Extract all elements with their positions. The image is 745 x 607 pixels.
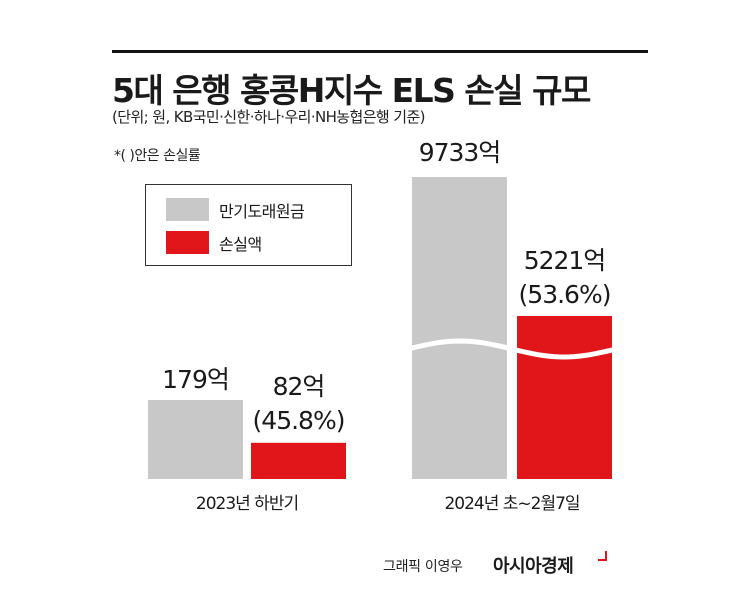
category-label-2023h2: 2023년 하반기 [196, 494, 298, 514]
legend-swatch-principal [166, 198, 209, 221]
value-label-principal-2023h2: 179억 [162, 365, 229, 394]
value-label-principal-2024: 9733억 [419, 138, 501, 167]
category-label-2024: 2024년 초~2월7일 [444, 494, 579, 514]
loss-rate-label-2024: (53.6%) [519, 280, 611, 309]
legend: 만기도래원금 손실액 [145, 184, 352, 266]
top-rule [112, 50, 648, 53]
bar-principal-2023h2 [148, 400, 243, 479]
legend-item-principal: 만기도래원금 [166, 198, 305, 221]
graphic-credit: 그래픽 이영우 [383, 559, 463, 575]
value-label-loss-2023h2: 82억 [273, 372, 325, 401]
legend-swatch-loss [166, 231, 209, 254]
bar-loss-2024 [517, 316, 612, 479]
chart-subtitle: (단위; 원, KB국민·신한·하나·우리·NH농협은행 기준) [112, 108, 426, 126]
legend-label-loss: 손실액 [219, 234, 262, 254]
axis-break-wave [407, 338, 617, 360]
bar-principal-2024 [412, 177, 507, 479]
brand-mark-icon [598, 551, 607, 561]
legend-label-principal: 만기도래원금 [219, 201, 305, 221]
brand-logo: 아시아경제 [493, 556, 574, 577]
bar-loss-2023h2 [251, 442, 346, 479]
loss-rate-label-2023h2: (45.8%) [253, 406, 345, 435]
value-label-loss-2024: 5221억 [524, 246, 606, 275]
legend-item-loss: 손실액 [166, 231, 262, 254]
chart-title: 5대 은행 홍콩H지수 ELS 손실 규모 [112, 71, 591, 110]
chart-note: *( )안은 손실률 [114, 148, 201, 164]
